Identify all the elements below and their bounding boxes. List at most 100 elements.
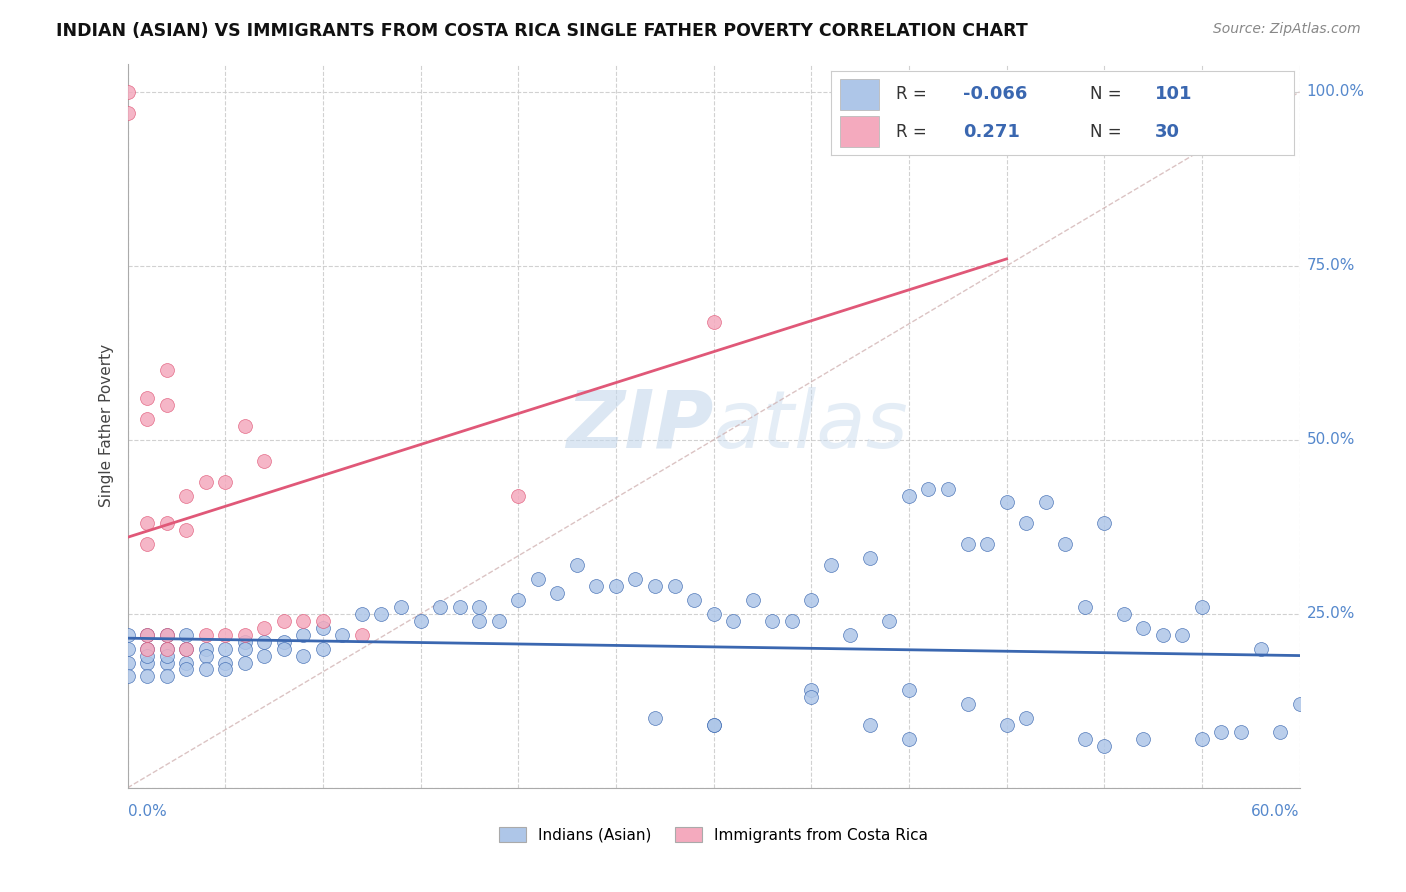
Point xyxy=(1035,495,1057,509)
Point xyxy=(332,628,354,642)
Point xyxy=(800,683,823,698)
Text: INDIAN (ASIAN) VS IMMIGRANTS FROM COSTA RICA SINGLE FATHER POVERTY CORRELATION C: INDIAN (ASIAN) VS IMMIGRANTS FROM COSTA … xyxy=(56,22,1028,40)
Point xyxy=(292,614,315,628)
Point xyxy=(897,489,920,503)
Point xyxy=(780,614,803,628)
Point xyxy=(117,628,139,642)
Point xyxy=(174,489,197,503)
Point xyxy=(136,391,159,405)
Point xyxy=(312,614,335,628)
Point xyxy=(136,628,159,642)
Point xyxy=(214,641,236,656)
Point xyxy=(468,599,491,614)
Point xyxy=(174,641,197,656)
Point xyxy=(800,593,823,607)
Point xyxy=(605,579,627,593)
Point xyxy=(136,628,159,642)
Point xyxy=(253,454,276,468)
Point xyxy=(136,412,159,426)
Point xyxy=(488,614,510,628)
Point xyxy=(956,698,979,712)
Point xyxy=(897,683,920,698)
Point xyxy=(546,586,568,600)
Point xyxy=(214,475,236,489)
Point xyxy=(565,558,588,573)
Point xyxy=(214,628,236,642)
Point xyxy=(117,656,139,670)
Point xyxy=(1092,516,1115,531)
Point xyxy=(508,593,530,607)
Point xyxy=(136,669,159,683)
Point xyxy=(1288,698,1310,712)
Text: 50.0%: 50.0% xyxy=(1306,433,1355,448)
Point xyxy=(703,314,725,328)
Point xyxy=(214,663,236,677)
Point xyxy=(174,524,197,538)
Point xyxy=(136,641,159,656)
Text: 25.0%: 25.0% xyxy=(1306,607,1355,622)
Point xyxy=(800,690,823,705)
Text: atlas: atlas xyxy=(714,387,908,465)
Point xyxy=(156,628,179,642)
Point xyxy=(526,572,548,586)
Point xyxy=(995,718,1018,732)
Point xyxy=(449,599,471,614)
Point xyxy=(1015,516,1038,531)
Text: ZIP: ZIP xyxy=(567,387,714,465)
Point xyxy=(897,732,920,747)
Point xyxy=(409,614,432,628)
Point xyxy=(917,482,939,496)
Point xyxy=(156,363,179,377)
Point xyxy=(117,85,139,99)
Point xyxy=(664,579,686,593)
Y-axis label: Single Father Poverty: Single Father Poverty xyxy=(100,344,114,508)
Point xyxy=(292,628,315,642)
Point xyxy=(136,656,159,670)
Point xyxy=(721,614,744,628)
Point xyxy=(976,537,998,551)
Point xyxy=(683,593,706,607)
Point xyxy=(1074,732,1097,747)
Point xyxy=(859,718,882,732)
Point xyxy=(839,628,862,642)
Point xyxy=(156,669,179,683)
Point xyxy=(624,572,647,586)
Point xyxy=(703,718,725,732)
Point xyxy=(1015,711,1038,725)
Point xyxy=(117,641,139,656)
Point xyxy=(1230,725,1253,739)
Point xyxy=(741,593,763,607)
Point xyxy=(508,489,530,503)
Point xyxy=(194,641,217,656)
Point xyxy=(273,614,295,628)
Point xyxy=(117,669,139,683)
Point xyxy=(156,398,179,412)
Point xyxy=(1074,599,1097,614)
Point xyxy=(253,634,276,648)
Point xyxy=(370,607,392,621)
Point xyxy=(1191,732,1213,747)
Point xyxy=(194,628,217,642)
Point xyxy=(194,475,217,489)
Point xyxy=(644,711,666,725)
Point xyxy=(174,641,197,656)
Point xyxy=(1152,628,1174,642)
Point xyxy=(956,537,979,551)
Point xyxy=(156,656,179,670)
Point xyxy=(312,621,335,635)
Point xyxy=(1054,537,1077,551)
Point xyxy=(312,641,335,656)
Point xyxy=(1268,725,1291,739)
Point xyxy=(214,656,236,670)
Point xyxy=(1112,607,1135,621)
Point xyxy=(156,641,179,656)
Point xyxy=(273,634,295,648)
Point xyxy=(1211,725,1233,739)
Point xyxy=(174,656,197,670)
Point xyxy=(585,579,607,593)
Point xyxy=(136,648,159,663)
Point xyxy=(1092,739,1115,753)
Text: Source: ZipAtlas.com: Source: ZipAtlas.com xyxy=(1213,22,1361,37)
Point xyxy=(350,628,373,642)
Point xyxy=(233,634,256,648)
